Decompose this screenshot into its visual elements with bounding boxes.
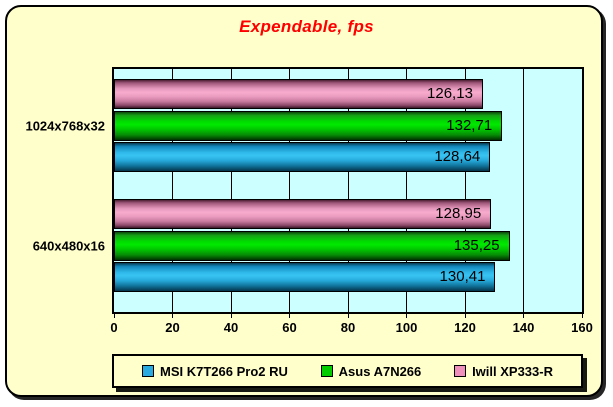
bar-value-label: 132,71	[446, 116, 493, 134]
gridline-x-140	[523, 69, 524, 312]
bar-blue-640x480x16: 130,41	[114, 262, 496, 292]
x-tick-label-80: 80	[340, 320, 356, 335]
x-tick-label-100: 100	[395, 320, 418, 335]
category-label-1024x768x32: 1024x768x32	[25, 118, 105, 133]
x-tick-mark-80	[347, 314, 349, 318]
x-tick-label-120: 120	[454, 320, 476, 335]
x-tick-label-20: 20	[165, 320, 180, 335]
x-tick-label-60: 60	[282, 320, 297, 335]
legend-item-blue: MSI K7T266 Pro2 RU	[142, 364, 288, 379]
gridline-x-20	[172, 69, 173, 312]
gridline-x-100	[406, 69, 407, 312]
x-tick-label-40: 40	[223, 320, 239, 335]
gridline-x-120	[464, 69, 466, 312]
bar-value-label: 130,41	[439, 268, 486, 285]
plot-area: 126,13 132,71 128,64 128,95 135,25 130,41	[112, 67, 584, 314]
legend-swatch-icon	[454, 365, 467, 377]
x-tick-mark-160	[581, 314, 583, 318]
legend-label: Asus A7N266	[338, 363, 422, 379]
bar-value-label: 126,13	[427, 85, 473, 102]
bar-pink-1024x768x32: 126,13	[114, 79, 483, 109]
legend: MSI K7T266 Pro2 RU Asus A7N266 Iwill XP333…	[112, 354, 583, 388]
x-tick-mark-120	[464, 314, 466, 318]
gridline-x-60	[289, 69, 290, 312]
legend-label: Iwill XP333-R	[472, 363, 553, 379]
legend-item-green: Asus A7N266	[320, 363, 422, 379]
chart-title: Expendable, fps	[239, 17, 374, 36]
gridline-x-80	[347, 69, 349, 312]
bar-green-1024x768x32: 132,71	[114, 110, 503, 141]
bar-value-label: 128,64	[434, 148, 481, 165]
bar-green-640x480x16: 135,25	[114, 230, 510, 261]
x-tick-mark-40	[230, 314, 232, 318]
legend-swatch-icon	[142, 365, 154, 377]
bar-blue-1024x768x32: 128,64	[114, 142, 491, 172]
legend-label: MSI K7T266 Pro2 RU	[160, 363, 288, 379]
x-tick-mark-0	[113, 314, 115, 318]
x-tick-label-140: 140	[512, 320, 535, 335]
category-label-640x480x16: 640x480x16	[32, 238, 105, 253]
x-tick-mark-60	[289, 314, 290, 318]
x-tick-label-0: 0	[110, 320, 118, 335]
legend-item-pink: Iwill XP333-R	[454, 364, 553, 379]
x-tick-mark-100	[406, 314, 407, 318]
legend-swatch-icon	[320, 365, 333, 377]
bar-pink-640x480x16: 128,95	[114, 199, 492, 229]
bar-value-label: 128,95	[435, 205, 482, 222]
gridline-x-40	[230, 69, 232, 312]
x-tick-mark-20	[172, 314, 173, 318]
x-tick-mark-140	[523, 314, 524, 318]
x-tick-label-160: 160	[571, 320, 593, 335]
bar-value-label: 135,25	[453, 236, 500, 254]
